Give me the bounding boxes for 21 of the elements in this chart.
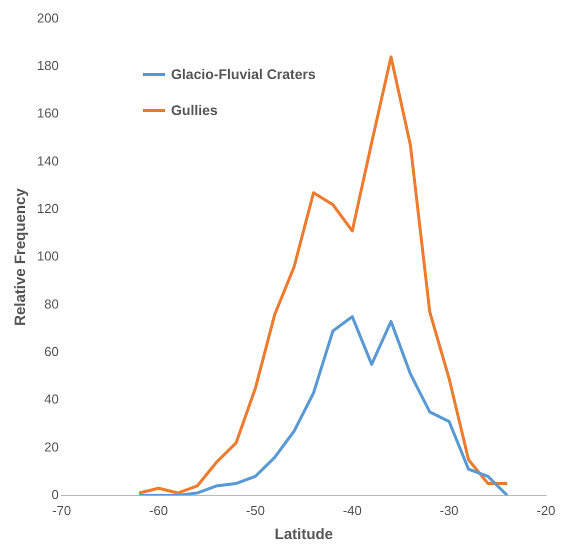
x-tick-label: -20 xyxy=(536,502,556,518)
legend-label: Glacio-Fluvial Craters xyxy=(171,66,316,82)
y-tick-label: 180 xyxy=(36,58,59,74)
y-tick-label: 80 xyxy=(44,296,59,312)
y-tick-label: 200 xyxy=(36,10,59,26)
y-tick-label: 40 xyxy=(44,392,59,407)
y-tick-label: 140 xyxy=(36,153,59,168)
x-tick-label: -60 xyxy=(149,502,168,518)
y-tick-label: 160 xyxy=(36,106,59,121)
y-tick-label: 20 xyxy=(44,439,59,454)
legend-label: Gullies xyxy=(171,102,218,118)
x-tick-label: -70 xyxy=(52,502,72,518)
y-tick-label: 120 xyxy=(36,201,59,216)
y-tick-label: 0 xyxy=(51,486,59,502)
y-tick-label: 100 xyxy=(36,248,59,264)
y-tick-label: 60 xyxy=(44,344,59,359)
x-tick-label: -40 xyxy=(342,502,362,518)
y-axis-title: Relative Frequency xyxy=(12,188,30,326)
x-tick-label: -50 xyxy=(246,502,265,518)
x-axis-title: Latitude xyxy=(274,526,334,544)
x-tick-label: -30 xyxy=(440,502,459,518)
